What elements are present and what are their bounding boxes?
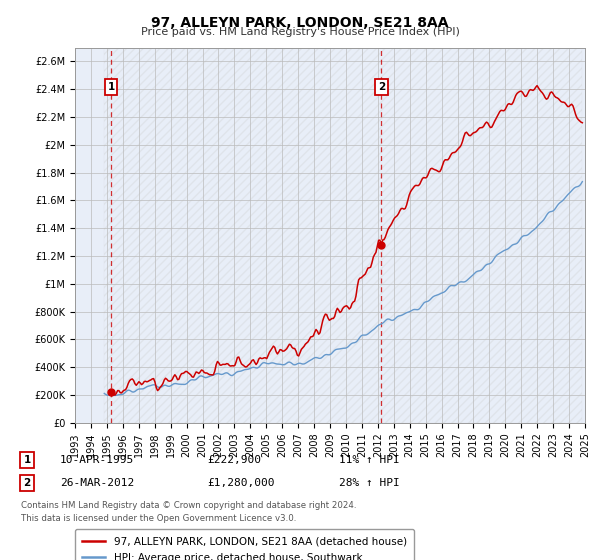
Text: 26-MAR-2012: 26-MAR-2012: [60, 478, 134, 488]
Text: Contains HM Land Registry data © Crown copyright and database right 2024.: Contains HM Land Registry data © Crown c…: [21, 502, 356, 511]
Text: 28% ↑ HPI: 28% ↑ HPI: [339, 478, 400, 488]
Text: Price paid vs. HM Land Registry's House Price Index (HPI): Price paid vs. HM Land Registry's House …: [140, 27, 460, 37]
Text: 2: 2: [378, 82, 385, 92]
Text: £222,900: £222,900: [207, 455, 261, 465]
Text: 1: 1: [107, 82, 115, 92]
Legend: 97, ALLEYN PARK, LONDON, SE21 8AA (detached house), HPI: Average price, detached: 97, ALLEYN PARK, LONDON, SE21 8AA (detac…: [75, 529, 414, 560]
Text: 1: 1: [23, 455, 31, 465]
Text: £1,280,000: £1,280,000: [207, 478, 275, 488]
Text: 97, ALLEYN PARK, LONDON, SE21 8AA: 97, ALLEYN PARK, LONDON, SE21 8AA: [151, 16, 449, 30]
Text: 2: 2: [23, 478, 31, 488]
Text: 11% ↑ HPI: 11% ↑ HPI: [339, 455, 400, 465]
Text: 10-APR-1995: 10-APR-1995: [60, 455, 134, 465]
Text: This data is licensed under the Open Government Licence v3.0.: This data is licensed under the Open Gov…: [21, 514, 296, 523]
